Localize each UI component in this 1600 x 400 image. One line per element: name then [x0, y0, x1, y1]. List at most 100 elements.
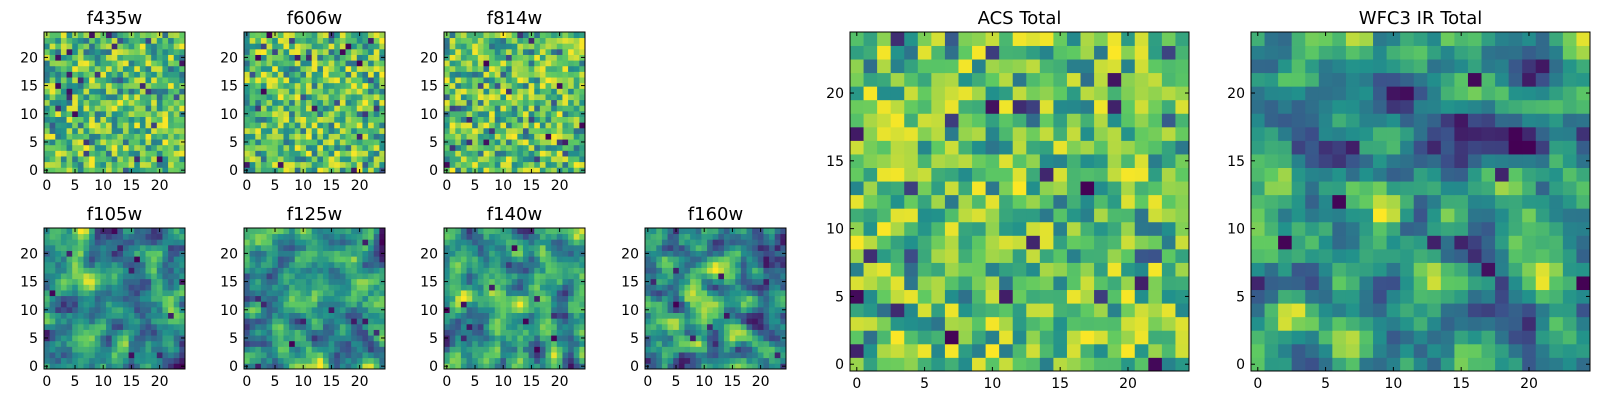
- heatmap-cell: [379, 228, 386, 235]
- heatmap-cell: [645, 357, 652, 364]
- heatmap-cell: [339, 43, 346, 50]
- heatmap-cell: [89, 127, 96, 134]
- heatmap-cell: [455, 340, 462, 347]
- heatmap-cell: [317, 301, 324, 308]
- heatmap-cell: [311, 60, 318, 67]
- heatmap-cell: [522, 94, 529, 101]
- heatmap-cell: [769, 329, 776, 336]
- heatmap-cell: [774, 357, 781, 364]
- heatmap-cell: [678, 312, 685, 319]
- heatmap-cell: [729, 323, 736, 330]
- heatmap-cell: [128, 340, 135, 347]
- heatmap-cell: [472, 239, 479, 246]
- heatmap-cell: [573, 346, 580, 353]
- heatmap-cell: [134, 48, 141, 55]
- heatmap-cell: [556, 99, 563, 106]
- heatmap-cell: [707, 363, 714, 370]
- heatmap-cell: [272, 133, 279, 140]
- heatmap-cell: [83, 82, 90, 89]
- heatmap-cell: [339, 133, 346, 140]
- heatmap-cell: [1039, 262, 1054, 277]
- heatmap-cell: [1134, 221, 1149, 236]
- heatmap-cell: [66, 110, 73, 117]
- heatmap-cell: [1012, 194, 1027, 209]
- heatmap-cell: [449, 256, 456, 263]
- heatmap-cell: [244, 284, 251, 291]
- x-tick-label: 5: [271, 178, 280, 194]
- heatmap-cell: [328, 278, 335, 285]
- heatmap-cell: [300, 43, 307, 50]
- heatmap-cell: [173, 116, 180, 123]
- heatmap-cell: [94, 239, 101, 246]
- heatmap-cell: [917, 316, 932, 331]
- heatmap-cell: [300, 94, 307, 101]
- heatmap-cell: [455, 352, 462, 359]
- heatmap-cell: [562, 244, 569, 251]
- heatmap-cell: [528, 161, 535, 168]
- heatmap-cell: [294, 363, 301, 370]
- heatmap-cell: [568, 323, 575, 330]
- heatmap-cell: [368, 32, 375, 39]
- heatmap-cell: [695, 329, 702, 336]
- heatmap-cell: [684, 346, 691, 353]
- heatmap-cell: [339, 363, 346, 370]
- heatmap-cell: [449, 43, 456, 50]
- heatmap-cell: [260, 167, 267, 174]
- heatmap-cell: [362, 37, 369, 44]
- heatmap-cell: [306, 82, 313, 89]
- heatmap-cell: [272, 82, 279, 89]
- heatmap-cell: [311, 244, 318, 251]
- heatmap-cell: [168, 346, 175, 353]
- heatmap-cell: [904, 303, 919, 318]
- heatmap-cell: [877, 154, 892, 168]
- heatmap-cell: [145, 110, 152, 117]
- heatmap-cell: [89, 278, 96, 285]
- heatmap-cell: [249, 144, 256, 151]
- heatmap-cell: [266, 306, 273, 313]
- heatmap-cell: [500, 110, 507, 117]
- heatmap-cell: [466, 122, 473, 129]
- heatmap-cell: [500, 301, 507, 308]
- heatmap-cell: [362, 133, 369, 140]
- heatmap-cell: [656, 228, 663, 235]
- heatmap-cell: [373, 37, 380, 44]
- heatmap-cell: [122, 261, 129, 268]
- heatmap-cell: [66, 127, 73, 134]
- heatmap-cell: [579, 256, 586, 263]
- heatmap-cell: [1107, 181, 1122, 196]
- heatmap-cell: [1094, 248, 1109, 263]
- heatmap-cell: [752, 323, 759, 330]
- heatmap-cell: [106, 167, 113, 174]
- heatmap-cell: [173, 318, 180, 325]
- heatmap-cell: [684, 363, 691, 370]
- heatmap-cell: [77, 94, 84, 101]
- heatmap-cell: [77, 239, 84, 246]
- heatmap-cell: [94, 156, 101, 163]
- heatmap-cell: [444, 122, 451, 129]
- heatmap-cell: [472, 127, 479, 134]
- heatmap-cell: [551, 37, 558, 44]
- heatmap-cell: [695, 295, 702, 302]
- heatmap-cell: [545, 306, 552, 313]
- heatmap-cell: [511, 65, 518, 72]
- heatmap-cell: [511, 244, 518, 251]
- heatmap-cell: [311, 77, 318, 84]
- heatmap-cell: [106, 54, 113, 61]
- heatmap-cell: [100, 233, 107, 240]
- heatmap-cell: [449, 273, 456, 280]
- heatmap-cell: [678, 340, 685, 347]
- heatmap-cell: [455, 228, 462, 235]
- heatmap-cell: [322, 228, 329, 235]
- heatmap-cell: [562, 127, 569, 134]
- heatmap-cell: [277, 133, 284, 140]
- heatmap-cell: [506, 318, 513, 325]
- heatmap-cell: [139, 150, 146, 157]
- heatmap-cell: [701, 329, 708, 336]
- heatmap-cell: [712, 346, 719, 353]
- heatmap-cell: [740, 312, 747, 319]
- heatmap-cell: [151, 139, 158, 146]
- heatmap-cell: [289, 301, 296, 308]
- heatmap-cell: [489, 256, 496, 263]
- heatmap-cell: [477, 346, 484, 353]
- heatmap-cell: [362, 340, 369, 347]
